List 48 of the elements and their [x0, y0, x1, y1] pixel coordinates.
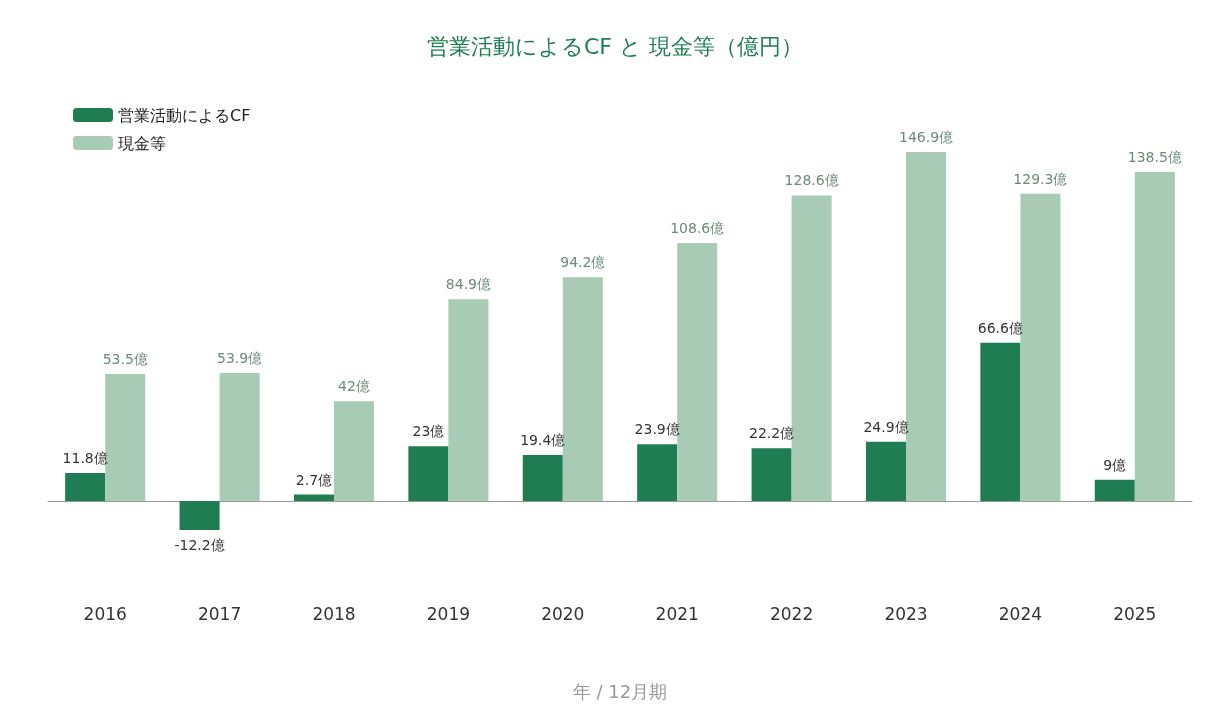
bar [293, 494, 334, 502]
data-label: 84.9億 [445, 276, 492, 293]
legend-label: 営業活動によるCF [118, 105, 251, 125]
bar [448, 299, 489, 502]
data-label: 53.5億 [102, 350, 148, 367]
legend-label: 現金等 [118, 133, 166, 153]
x-tick-label: 2017 [197, 603, 242, 624]
data-label: 23.9億 [634, 421, 680, 438]
bar [1094, 479, 1135, 502]
data-label: 94.2億 [560, 254, 606, 271]
bar [751, 448, 792, 502]
bar [1134, 171, 1175, 502]
bar [980, 342, 1021, 502]
x-tick-label: 2024 [998, 603, 1043, 624]
bar [865, 441, 906, 502]
data-label: 146.9億 [898, 129, 954, 145]
x-tick-label: 2019 [426, 603, 471, 624]
bar [522, 454, 563, 502]
x-axis-title: 年 / 12月期 [572, 680, 668, 702]
x-tick-label: 2022 [769, 603, 814, 624]
data-label: 22.2億 [748, 425, 795, 442]
x-tick-label: 2025 [1113, 603, 1157, 624]
data-label: 138.5億 [1127, 148, 1182, 165]
data-label: 11.8億 [62, 449, 108, 466]
bar [408, 446, 449, 502]
chart-title: 営業活動によるCF と 現金等（億円） [426, 33, 804, 59]
bar [334, 401, 375, 502]
data-label: 9億 [1103, 456, 1127, 473]
x-tick-label: 2023 [884, 603, 928, 624]
data-label: 19.4億 [520, 431, 566, 448]
data-label: -12.2億 [174, 537, 225, 553]
data-label: 129.3億 [1013, 170, 1068, 187]
x-tick-label: 2018 [312, 603, 356, 624]
bar [637, 444, 678, 502]
bar [179, 501, 220, 530]
data-label: 42億 [338, 378, 370, 395]
bar [65, 472, 106, 502]
data-label: 108.6億 [670, 220, 725, 236]
data-label: 2.7億 [295, 471, 333, 488]
x-tick-label: 2021 [655, 603, 699, 624]
data-label: 24.9億 [863, 418, 909, 435]
bar [219, 372, 260, 502]
data-label: 66.6億 [977, 319, 1023, 336]
data-label: 23億 [412, 423, 445, 440]
x-tick-label: 2020 [541, 603, 585, 624]
data-label: 128.6億 [784, 172, 839, 189]
x-tick-label: 2016 [83, 603, 127, 624]
data-label: 53.9億 [217, 349, 263, 366]
